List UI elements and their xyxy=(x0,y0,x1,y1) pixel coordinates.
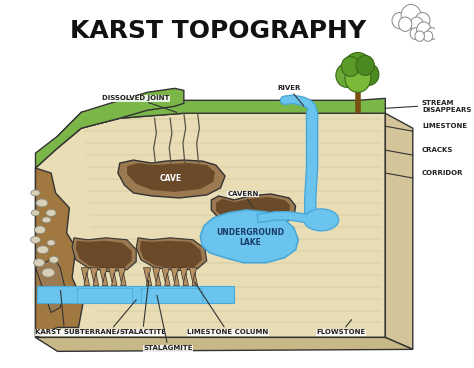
Text: LIMESTONE COLUMN: LIMESTONE COLUMN xyxy=(187,282,268,336)
Ellipse shape xyxy=(42,268,55,277)
Polygon shape xyxy=(183,273,189,286)
Polygon shape xyxy=(84,273,90,286)
Polygon shape xyxy=(36,113,385,337)
Polygon shape xyxy=(162,268,169,284)
Polygon shape xyxy=(153,268,160,284)
Polygon shape xyxy=(141,288,202,302)
Text: UNDERGROUND
LAKE: UNDERGROUND LAKE xyxy=(216,228,284,248)
Circle shape xyxy=(417,22,431,38)
Text: CAVERN: CAVERN xyxy=(228,191,259,208)
Polygon shape xyxy=(189,268,197,284)
Text: SUBTERRANEAN RIVER: SUBTERRANEAN RIVER xyxy=(64,300,154,336)
Polygon shape xyxy=(36,337,413,351)
Ellipse shape xyxy=(30,236,41,243)
Text: CAVE: CAVE xyxy=(160,174,182,183)
Text: STALAGMITE: STALAGMITE xyxy=(144,295,193,351)
Circle shape xyxy=(415,13,430,29)
Circle shape xyxy=(423,31,433,41)
Polygon shape xyxy=(100,268,107,284)
Polygon shape xyxy=(211,194,296,228)
Text: CRACKS: CRACKS xyxy=(422,147,453,153)
Polygon shape xyxy=(118,160,225,198)
Polygon shape xyxy=(72,238,136,272)
Circle shape xyxy=(345,64,371,92)
Ellipse shape xyxy=(31,190,40,196)
Circle shape xyxy=(427,28,438,39)
Text: KARST TOPOGRAPHY: KARST TOPOGRAPHY xyxy=(70,19,366,43)
Polygon shape xyxy=(76,241,132,269)
Circle shape xyxy=(410,28,421,39)
Circle shape xyxy=(401,4,421,26)
Circle shape xyxy=(343,53,373,84)
Polygon shape xyxy=(180,268,188,284)
Polygon shape xyxy=(93,273,99,286)
Polygon shape xyxy=(57,98,385,148)
Polygon shape xyxy=(136,238,207,271)
Circle shape xyxy=(392,13,407,29)
Text: FLOWSTONE: FLOWSTONE xyxy=(317,320,366,336)
Circle shape xyxy=(336,63,358,87)
Ellipse shape xyxy=(34,259,45,267)
Polygon shape xyxy=(216,197,290,225)
Ellipse shape xyxy=(35,226,46,234)
Polygon shape xyxy=(127,163,215,192)
Circle shape xyxy=(359,63,379,85)
Text: STALACTITE: STALACTITE xyxy=(119,280,166,336)
Polygon shape xyxy=(36,88,184,168)
Circle shape xyxy=(399,17,412,31)
Text: CORRIDOR: CORRIDOR xyxy=(422,170,464,176)
Polygon shape xyxy=(111,273,117,286)
Text: RIVER: RIVER xyxy=(277,85,304,106)
Text: STREAM
DISAPPEARS: STREAM DISAPPEARS xyxy=(422,100,471,113)
Polygon shape xyxy=(121,273,126,286)
Polygon shape xyxy=(155,273,161,286)
Polygon shape xyxy=(140,241,202,269)
Ellipse shape xyxy=(37,246,49,254)
Polygon shape xyxy=(77,288,132,302)
Ellipse shape xyxy=(36,199,48,207)
Circle shape xyxy=(341,56,360,77)
Polygon shape xyxy=(174,273,179,286)
Polygon shape xyxy=(36,168,83,337)
Polygon shape xyxy=(109,268,116,284)
Polygon shape xyxy=(81,268,89,284)
Circle shape xyxy=(410,17,423,31)
Polygon shape xyxy=(37,286,234,302)
Circle shape xyxy=(415,31,424,41)
Text: LIMESTONE: LIMESTONE xyxy=(422,123,467,129)
Polygon shape xyxy=(36,258,65,312)
Ellipse shape xyxy=(49,256,58,263)
Polygon shape xyxy=(144,268,151,284)
Ellipse shape xyxy=(46,209,56,216)
Polygon shape xyxy=(164,273,170,286)
Polygon shape xyxy=(171,268,178,284)
Circle shape xyxy=(356,56,374,75)
Text: KARST SPRING: KARST SPRING xyxy=(36,290,94,336)
Polygon shape xyxy=(146,273,152,286)
Ellipse shape xyxy=(42,217,51,223)
Polygon shape xyxy=(192,273,198,286)
Ellipse shape xyxy=(47,240,55,246)
Polygon shape xyxy=(201,210,298,263)
Polygon shape xyxy=(118,268,125,284)
Text: DISSOLVED JOINT: DISSOLVED JOINT xyxy=(102,95,177,112)
Polygon shape xyxy=(102,273,108,286)
Polygon shape xyxy=(91,268,98,284)
Ellipse shape xyxy=(304,209,338,231)
Polygon shape xyxy=(385,113,413,349)
Ellipse shape xyxy=(31,210,40,216)
